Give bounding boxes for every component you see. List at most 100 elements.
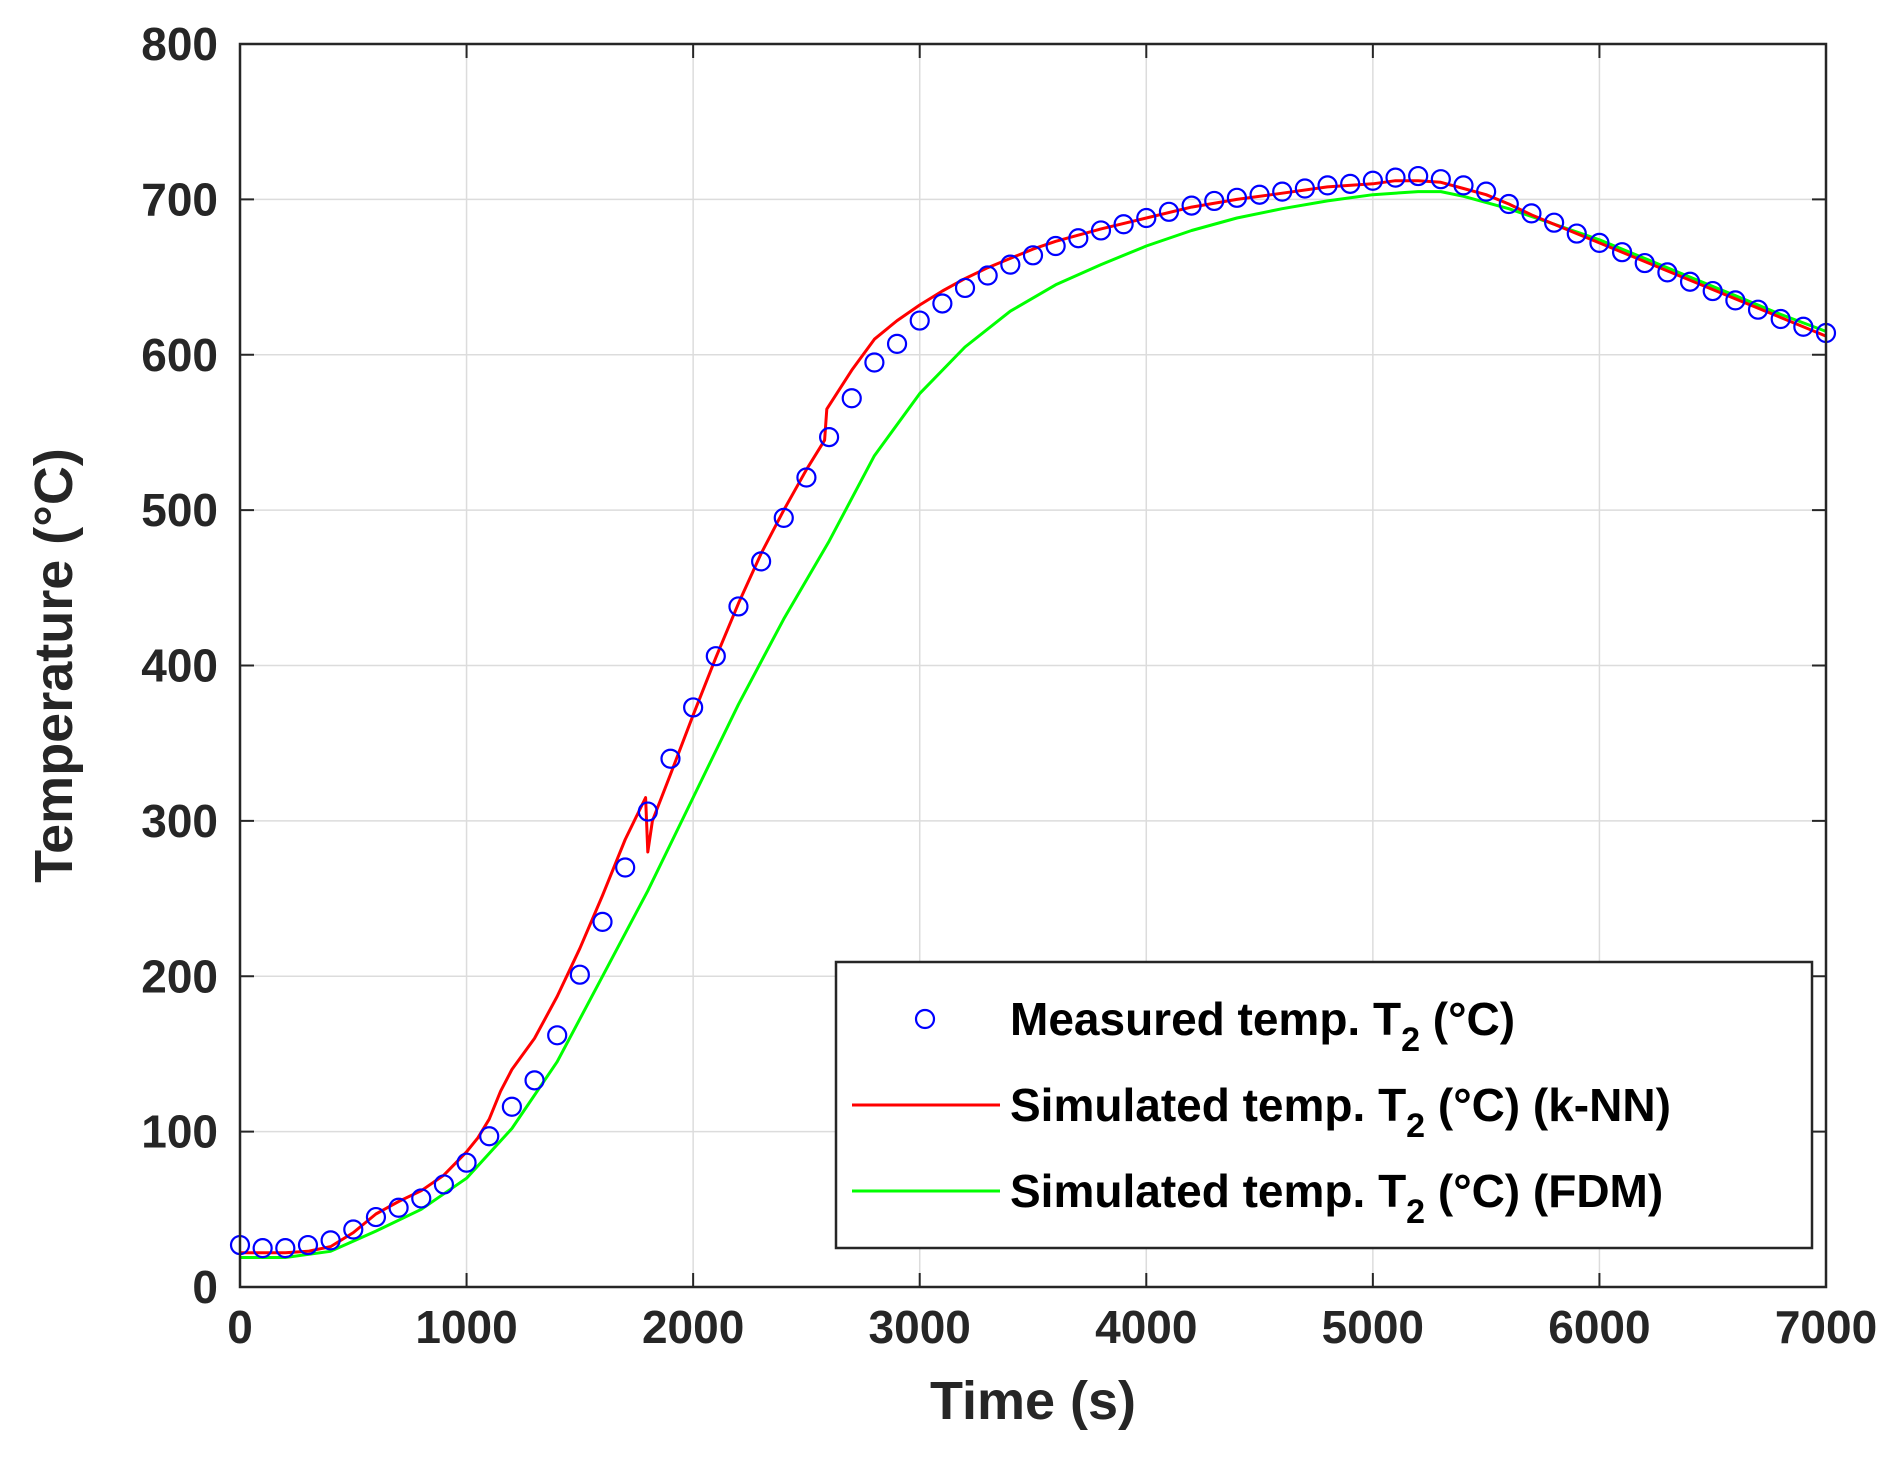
measured-point <box>841 388 862 409</box>
measured-point <box>1022 245 1044 266</box>
measured-point <box>1226 187 1248 208</box>
x-tick-label: 2000 <box>642 1301 744 1353</box>
measured-point <box>433 1174 455 1195</box>
measured-point <box>388 1197 409 1218</box>
measured-point <box>456 1152 477 1173</box>
measured-point <box>1430 169 1451 190</box>
y-axis-title: Temperature (°C) <box>24 448 84 883</box>
measured-point <box>1634 252 1655 274</box>
measured-point <box>615 857 636 878</box>
measured-point <box>547 1025 568 1046</box>
measured-point <box>275 1238 296 1259</box>
measured-point <box>297 1234 319 1256</box>
measured-point <box>479 1126 500 1147</box>
y-tick-label: 0 <box>192 1261 218 1313</box>
measured-point <box>1611 242 1633 263</box>
measured-point <box>1747 299 1769 320</box>
measured-point <box>886 333 908 354</box>
series-knn <box>240 179 1827 1255</box>
measured-point <box>1045 235 1066 257</box>
x-tick-label: 6000 <box>1548 1301 1650 1353</box>
y-tick-label: 500 <box>141 484 218 536</box>
measured-point <box>1657 262 1678 283</box>
x-tick-label: 0 <box>227 1301 253 1353</box>
measured-point <box>501 1096 522 1117</box>
measured-point <box>1204 190 1225 212</box>
measured-point <box>320 1230 341 1251</box>
measured-point <box>796 467 817 488</box>
measured-point <box>1090 220 1112 241</box>
x-tick-label: 7000 <box>1775 1301 1877 1353</box>
measured-point <box>1362 170 1383 191</box>
measured-point <box>1340 173 1361 194</box>
measured-point <box>1498 193 1519 215</box>
grid <box>240 44 1826 1287</box>
measured-point <box>411 1188 432 1209</box>
measured-point <box>818 426 840 448</box>
measured-point <box>1476 181 1497 202</box>
x-tick-label: 3000 <box>869 1301 971 1353</box>
y-tick-label: 800 <box>141 18 218 70</box>
measured-point <box>728 596 749 617</box>
measured-point <box>1249 184 1270 205</box>
y-tick-label: 600 <box>141 329 218 381</box>
measured-point <box>1113 214 1134 235</box>
measured-point <box>660 748 681 769</box>
x-tick-label: 5000 <box>1322 1301 1424 1353</box>
y-tick-label: 300 <box>141 795 218 847</box>
measured-point <box>1385 167 1406 188</box>
measured-point <box>569 964 590 985</box>
measured-point <box>637 801 658 822</box>
measured-point <box>1408 165 1429 187</box>
series-layer <box>229 165 1837 1259</box>
measured-point <box>1158 201 1180 222</box>
measured-point <box>1566 223 1587 244</box>
measured-point <box>1317 175 1338 196</box>
legend-label-measured: Measured temp. T2 (°C) <box>1010 993 1515 1059</box>
measured-point <box>1725 290 1746 311</box>
measured-point <box>1000 254 1021 275</box>
measured-point <box>365 1206 387 1228</box>
measured-point <box>1589 232 1610 253</box>
measured-point <box>773 507 794 528</box>
legend: Measured temp. T2 (°C) Simulated temp. T2… <box>834 960 1814 1250</box>
measured-point <box>592 911 613 932</box>
measured-point <box>1793 316 1814 337</box>
measured-point <box>1453 175 1474 196</box>
measured-point <box>705 646 726 667</box>
measured-point <box>1544 212 1565 233</box>
measured-point <box>954 277 976 299</box>
x-axis-title: Time (s) <box>930 1371 1136 1431</box>
y-tick-label: 400 <box>141 640 218 692</box>
measured-point <box>909 310 930 331</box>
series-line-knn <box>240 179 1827 1255</box>
x-tick-label: 4000 <box>1095 1301 1197 1353</box>
measured-point <box>977 265 998 286</box>
legend-marker-measured <box>914 1008 936 1030</box>
measured-point <box>932 293 953 314</box>
measured-point <box>1181 195 1202 216</box>
measured-point <box>1521 203 1542 224</box>
measured-point <box>343 1219 364 1240</box>
measured-point <box>683 697 704 718</box>
measured-point <box>1272 181 1293 202</box>
y-tick-label: 200 <box>141 950 218 1002</box>
measured-point <box>252 1238 273 1259</box>
y-tick-label: 100 <box>141 1106 218 1158</box>
legend-label-fdm: Simulated temp. T2 (°C) (FDM) <box>1010 1165 1663 1231</box>
measured-point <box>1679 271 1701 292</box>
axis-ticks: 0 1000 2000 3000 4000 5000 6000 7000 0 100 200 300 4… <box>141 18 1877 1353</box>
measured-point <box>1294 178 1315 199</box>
y-tick-label: 700 <box>141 173 218 225</box>
measured-point <box>1136 207 1157 229</box>
measured-point <box>1068 228 1089 249</box>
x-tick-label: 1000 <box>415 1301 517 1353</box>
measured-point <box>1702 280 1723 302</box>
series-measured <box>229 165 1837 1259</box>
measured-point <box>1770 308 1791 330</box>
legend-label-knn: Simulated temp. T2 (°C) (k-NN) <box>1010 1079 1671 1145</box>
measured-point <box>864 352 885 373</box>
measured-point <box>524 1070 545 1091</box>
measured-point <box>751 551 772 572</box>
